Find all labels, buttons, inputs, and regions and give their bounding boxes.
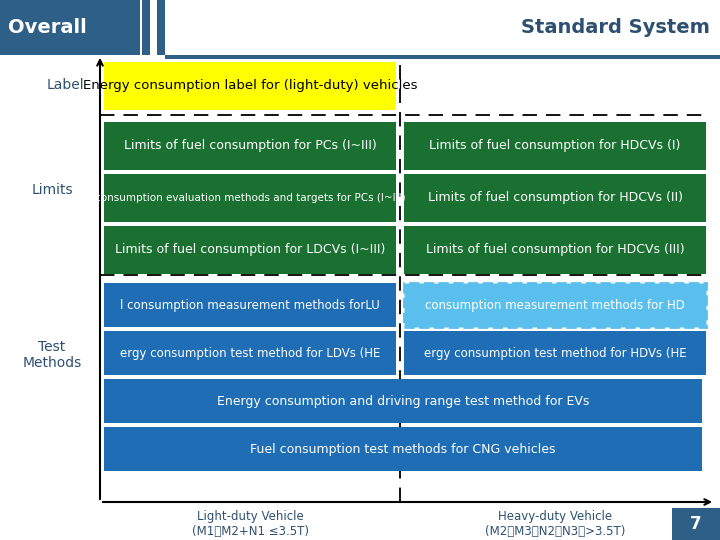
FancyBboxPatch shape — [104, 226, 396, 274]
FancyBboxPatch shape — [104, 283, 396, 327]
Text: 7: 7 — [690, 515, 702, 533]
Text: consumption evaluation methods and targets for PCs (I~III): consumption evaluation methods and targe… — [95, 193, 405, 203]
Bar — [165, 55, 720, 59]
FancyBboxPatch shape — [104, 122, 396, 170]
FancyBboxPatch shape — [404, 122, 706, 170]
Text: Limits of fuel consumption for HDCVs (II): Limits of fuel consumption for HDCVs (II… — [428, 192, 683, 205]
Bar — [150, 0, 157, 50]
FancyBboxPatch shape — [104, 331, 396, 375]
Bar — [165, 0, 720, 55]
Text: Limits of fuel consumption for HDCVs (I): Limits of fuel consumption for HDCVs (I) — [429, 139, 680, 152]
Text: Limits of fuel consumption for LDCVs (I~III): Limits of fuel consumption for LDCVs (I~… — [114, 244, 385, 256]
FancyBboxPatch shape — [104, 174, 396, 222]
Text: Light-duty Vehicle
(M1，M2+N1 ≤3.5T): Light-duty Vehicle (M1，M2+N1 ≤3.5T) — [192, 510, 308, 538]
Text: Standard System: Standard System — [521, 18, 710, 37]
Bar — [157, 0, 165, 55]
FancyBboxPatch shape — [404, 331, 706, 375]
Bar — [0, 0, 140, 55]
FancyBboxPatch shape — [404, 283, 706, 327]
Text: Limits: Limits — [31, 183, 73, 197]
Text: Limits of fuel consumption for HDCVs (III): Limits of fuel consumption for HDCVs (II… — [426, 244, 684, 256]
Bar — [142, 0, 150, 55]
Text: Heavy-duty Vehicle
(M2，M3，N2，N3，>3.5T): Heavy-duty Vehicle (M2，M3，N2，N3，>3.5T) — [485, 510, 625, 538]
FancyBboxPatch shape — [404, 226, 706, 274]
FancyBboxPatch shape — [104, 427, 702, 471]
Text: Energy consumption and driving range test method for EVs: Energy consumption and driving range tes… — [217, 395, 589, 408]
FancyBboxPatch shape — [104, 62, 396, 110]
Text: Energy consumption label for (light-duty) vehicles: Energy consumption label for (light-duty… — [83, 79, 418, 92]
Text: Test
Methods: Test Methods — [22, 340, 81, 370]
FancyBboxPatch shape — [404, 174, 706, 222]
Text: Label: Label — [46, 78, 84, 92]
Text: Limits of fuel consumption for PCs (I~III): Limits of fuel consumption for PCs (I~II… — [124, 139, 377, 152]
Text: Fuel consumption test methods for CNG vehicles: Fuel consumption test methods for CNG ve… — [251, 442, 556, 456]
Text: consumption measurement methods for HD: consumption measurement methods for HD — [425, 299, 685, 312]
Text: l consumption measurement methods forLU: l consumption measurement methods forLU — [120, 299, 380, 312]
FancyBboxPatch shape — [104, 379, 702, 423]
Text: Overall: Overall — [8, 18, 86, 37]
Text: ergy consumption test method for LDVs (HE: ergy consumption test method for LDVs (H… — [120, 347, 380, 360]
Bar — [672, 508, 720, 540]
Text: ergy consumption test method for HDVs (HE: ergy consumption test method for HDVs (H… — [423, 347, 686, 360]
